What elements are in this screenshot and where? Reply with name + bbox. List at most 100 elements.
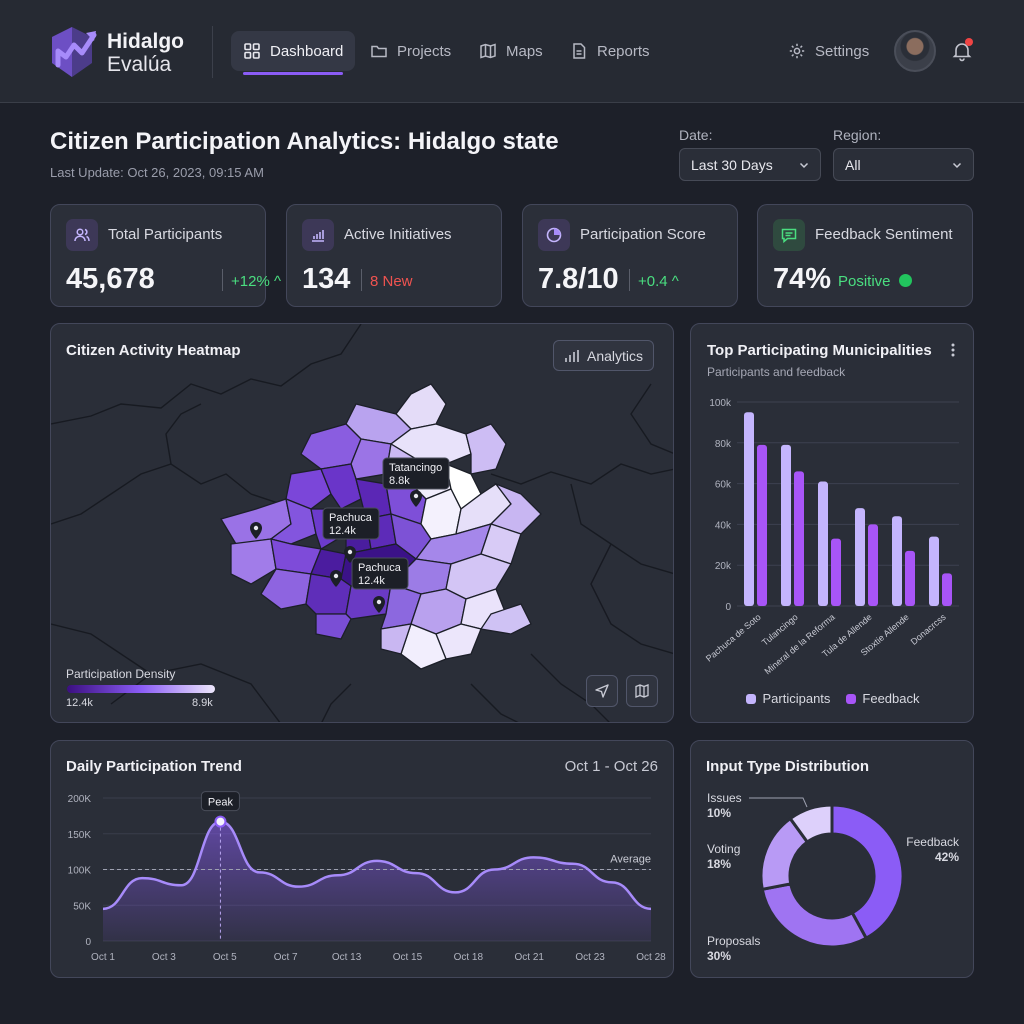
nav-item-label: Dashboard bbox=[270, 42, 344, 60]
region-filter-label: Region: bbox=[833, 127, 882, 143]
date-filter-label: Date: bbox=[679, 127, 713, 143]
y-tick-label: 200K bbox=[68, 794, 92, 805]
legend-item-feedback: Feedback bbox=[846, 691, 920, 706]
kpi-card-active-initiatives[interactable]: Active Initiatives 134 8 New bbox=[286, 204, 502, 307]
hidalgo-municipalities bbox=[220, 383, 542, 670]
bar-chart-legend: Participants Feedback bbox=[691, 691, 973, 706]
marker-name: Pachuca bbox=[358, 562, 402, 574]
x-tick-label: Oct 1 bbox=[91, 952, 115, 963]
kpi-delta: +12% ^ bbox=[231, 273, 281, 290]
map-view-button[interactable] bbox=[626, 675, 658, 707]
bar-participants bbox=[855, 508, 865, 606]
header-divider bbox=[212, 26, 213, 78]
x-tick-label: Oct 23 bbox=[575, 952, 605, 963]
folder-icon bbox=[371, 45, 387, 58]
municipalities-title: Top Participating Municipalities bbox=[707, 342, 932, 359]
map-marker-tulancingo[interactable]: Tatancingo 8.8k bbox=[382, 457, 450, 507]
kpi-card-feedback-sentiment[interactable]: Feedback Sentiment 74% Positive bbox=[757, 204, 973, 307]
date-range-select[interactable]: Last 30 Days bbox=[679, 148, 821, 181]
brand-name: Hidalgo Evalúa bbox=[107, 30, 184, 76]
heatmap-title: Citizen Activity Heatmap bbox=[66, 342, 241, 359]
legend-label: Feedback bbox=[862, 691, 920, 706]
x-tick-label: Oct 5 bbox=[213, 952, 237, 963]
slice-label: Feedback bbox=[906, 835, 960, 849]
nav-item-maps[interactable]: Maps bbox=[467, 31, 555, 71]
slice-value: 30% bbox=[707, 949, 731, 963]
x-tick-label: Oct 13 bbox=[332, 952, 362, 963]
nav-item-label: Maps bbox=[506, 42, 543, 60]
kpi-card-participation-score[interactable]: Participation Score 7.8/10 +0.4 ^ bbox=[522, 204, 738, 307]
density-legend-max: 8.9k bbox=[192, 697, 213, 709]
more-options-icon[interactable] bbox=[950, 342, 956, 358]
nav-item-projects[interactable]: Projects bbox=[358, 31, 463, 71]
bar-feedback bbox=[905, 550, 915, 606]
neighbor-boundaries bbox=[51, 324, 673, 722]
y-tick-label: 150K bbox=[68, 830, 92, 841]
settings-button[interactable]: Settings bbox=[776, 31, 881, 71]
density-legend-min: 12.4k bbox=[66, 697, 93, 709]
kpi-label: Feedback Sentiment bbox=[815, 226, 953, 243]
map-marker-pachuca-2[interactable]: Pachuca 12.4k bbox=[351, 557, 409, 613]
page-title: Citizen Participation Analytics: Hidalgo… bbox=[50, 128, 559, 155]
heatmap-map[interactable]: Tatancingo 8.8k Pachuca 12.4k Pachuca 12… bbox=[51, 324, 674, 723]
kpi-separator bbox=[361, 269, 362, 291]
chevron-down-icon bbox=[799, 162, 809, 168]
density-gradient-bar bbox=[67, 685, 215, 693]
legend-swatch bbox=[846, 693, 857, 704]
legend-swatch bbox=[746, 693, 757, 704]
bar-feedback bbox=[942, 573, 952, 606]
navigate-button[interactable] bbox=[586, 675, 618, 707]
document-icon bbox=[573, 43, 586, 59]
bar-participants bbox=[818, 481, 828, 606]
pie-icon bbox=[538, 219, 570, 251]
marker-name: Pachuca bbox=[329, 512, 373, 524]
top-navigation-bar: Hidalgo Evalúa Dashboard Projects Maps R… bbox=[0, 0, 1024, 103]
bell-icon[interactable] bbox=[951, 40, 973, 62]
region-select[interactable]: All bbox=[833, 148, 974, 181]
slice-feedback bbox=[830, 803, 905, 941]
last-update-timestamp: Last Update: Oct 26, 2023, 09:15 AM bbox=[50, 165, 264, 180]
bar-feedback bbox=[794, 471, 804, 606]
map-marker-center[interactable] bbox=[330, 570, 342, 587]
municipalities-panel: Top Participating Municipalities Partici… bbox=[690, 323, 974, 723]
peak-point bbox=[214, 815, 227, 828]
slice-label: Issues bbox=[707, 791, 742, 805]
navigate-icon bbox=[595, 684, 609, 698]
kpi-label: Participation Score bbox=[580, 226, 706, 243]
map-marker-west[interactable] bbox=[250, 522, 262, 539]
nav-item-dashboard[interactable]: Dashboard bbox=[231, 31, 356, 71]
slice-issues bbox=[788, 803, 834, 845]
trend-title: Daily Participation Trend bbox=[66, 758, 242, 775]
gear-icon bbox=[789, 43, 805, 59]
grid-icon bbox=[244, 43, 260, 59]
average-label: Average bbox=[610, 854, 651, 866]
kpi-value: 45,678 bbox=[66, 263, 155, 295]
date-range-value: Last 30 Days bbox=[691, 156, 773, 173]
x-tick-label: Oct 18 bbox=[454, 952, 484, 963]
peak-label: Peak bbox=[208, 797, 234, 809]
kpi-label: Total Participants bbox=[108, 226, 223, 243]
analytics-button[interactable]: Analytics bbox=[553, 340, 655, 371]
kpi-card-total-participants[interactable]: Total Participants 45,678 +12% ^ bbox=[50, 204, 281, 307]
trend-area-fill bbox=[103, 821, 651, 941]
nav-item-reports[interactable]: Reports bbox=[558, 31, 662, 71]
analytics-button-label: Analytics bbox=[587, 347, 644, 364]
brand-name-line1: Hidalgo bbox=[107, 30, 184, 53]
kpi-separator bbox=[222, 269, 223, 291]
map-icon bbox=[635, 684, 649, 698]
x-tick-label: Oct 7 bbox=[274, 952, 298, 963]
kpi-delta: +0.4 ^ bbox=[638, 273, 679, 290]
slice-leader-line bbox=[749, 797, 808, 808]
map-icon bbox=[480, 43, 496, 59]
user-avatar[interactable] bbox=[894, 30, 936, 72]
legend-label: Participants bbox=[762, 691, 831, 706]
bar-chart-icon bbox=[302, 219, 334, 251]
map-marker-pachuca[interactable]: Pachuca 12.4k bbox=[322, 507, 380, 563]
slice-label: Proposals bbox=[707, 934, 760, 948]
sentiment-label: Positive bbox=[838, 273, 891, 290]
hidalgo-logo-icon bbox=[52, 27, 97, 77]
slice-value: 42% bbox=[935, 850, 959, 864]
x-tick-label: Oct 28 bbox=[636, 952, 666, 963]
brand-name-line2: Evalúa bbox=[107, 53, 172, 76]
